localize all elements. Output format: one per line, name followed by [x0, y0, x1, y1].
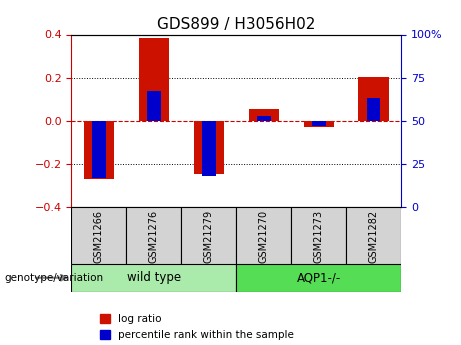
- Bar: [181, 207, 236, 264]
- Bar: [346, 207, 401, 264]
- Bar: [367, 98, 380, 121]
- Text: GSM21282: GSM21282: [369, 210, 378, 263]
- Bar: [291, 207, 346, 264]
- Bar: [359, 77, 389, 121]
- Bar: [139, 38, 169, 121]
- Bar: [312, 121, 325, 126]
- Text: GSM21270: GSM21270: [259, 210, 269, 263]
- Text: wild type: wild type: [127, 271, 181, 284]
- Bar: [248, 109, 279, 121]
- Text: AQP1-/-: AQP1-/-: [296, 271, 341, 284]
- Bar: [71, 207, 126, 264]
- Bar: [236, 264, 401, 292]
- Title: GDS899 / H3056H02: GDS899 / H3056H02: [157, 17, 315, 32]
- Bar: [202, 121, 216, 176]
- Text: GSM21266: GSM21266: [94, 210, 104, 263]
- Bar: [257, 116, 271, 121]
- Text: genotype/variation: genotype/variation: [5, 273, 104, 283]
- Bar: [84, 121, 114, 179]
- Bar: [147, 91, 161, 121]
- Bar: [71, 264, 236, 292]
- Text: GSM21279: GSM21279: [204, 210, 214, 263]
- Legend: log ratio, percentile rank within the sample: log ratio, percentile rank within the sa…: [100, 314, 294, 340]
- Text: GSM21273: GSM21273: [313, 210, 324, 263]
- Text: GSM21276: GSM21276: [149, 210, 159, 263]
- Bar: [92, 121, 106, 178]
- Bar: [126, 207, 181, 264]
- Bar: [303, 121, 334, 127]
- Bar: [194, 121, 224, 174]
- Bar: [236, 207, 291, 264]
